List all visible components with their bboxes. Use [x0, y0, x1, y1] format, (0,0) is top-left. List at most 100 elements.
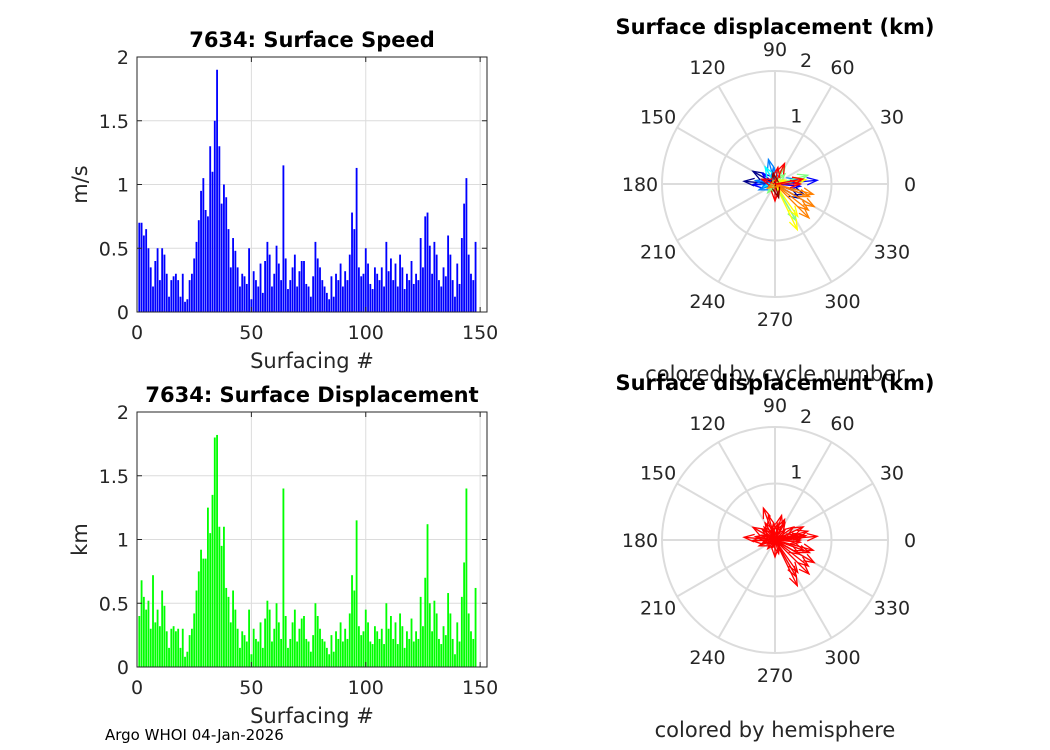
bar	[158, 280, 161, 312]
bar	[179, 296, 182, 312]
bar	[293, 609, 296, 667]
bar	[321, 638, 324, 667]
x-axis-label: Surfacing #	[250, 704, 374, 728]
bar	[348, 613, 351, 667]
bar	[433, 241, 436, 312]
bar	[252, 628, 255, 667]
bar	[261, 292, 264, 312]
bar	[433, 600, 436, 667]
bar	[444, 635, 447, 667]
arrow-head	[759, 534, 773, 543]
bar	[314, 241, 317, 312]
bar	[161, 590, 164, 667]
bar	[170, 628, 173, 667]
bar	[232, 238, 234, 312]
displacement-arrow	[774, 539, 809, 567]
bar	[330, 276, 333, 312]
bar	[168, 296, 170, 312]
bar	[250, 654, 253, 667]
bar	[360, 635, 363, 667]
bar	[406, 273, 408, 312]
bar	[401, 267, 404, 312]
bar	[300, 261, 303, 312]
bar	[410, 618, 413, 667]
chart-title: 7634: Surface Speed	[189, 28, 435, 52]
bar	[456, 263, 459, 312]
bar	[378, 638, 381, 667]
arrow-head	[789, 179, 803, 189]
bar	[424, 216, 427, 312]
bar	[261, 647, 264, 667]
bar	[186, 651, 189, 667]
bar	[472, 638, 475, 667]
bar	[390, 258, 392, 312]
bar	[190, 273, 193, 312]
bar	[442, 267, 445, 312]
y-tick-label: 0	[117, 657, 129, 679]
bar	[225, 197, 228, 312]
bar	[470, 631, 472, 667]
angle-label: 0	[904, 174, 916, 196]
bar	[337, 638, 340, 667]
bar	[337, 280, 340, 312]
arrow-head	[770, 171, 780, 184]
displacement-arrow	[774, 183, 810, 219]
bar	[177, 628, 180, 667]
bar	[362, 631, 365, 667]
bar	[177, 280, 180, 312]
bar	[236, 628, 239, 667]
bar	[463, 562, 466, 667]
bar	[323, 286, 326, 312]
bar	[227, 229, 230, 312]
bar	[307, 641, 310, 667]
bar	[319, 628, 321, 667]
bar	[289, 638, 292, 667]
arrow-head	[802, 543, 816, 552]
bar	[431, 273, 434, 312]
bar	[454, 296, 456, 312]
arrow-head	[766, 157, 776, 171]
bar	[195, 241, 198, 312]
displacement-arrow	[774, 534, 803, 541]
bar	[422, 626, 424, 667]
bar	[341, 286, 344, 312]
bar	[458, 641, 461, 667]
bar	[369, 283, 372, 312]
arrow-head	[791, 176, 805, 186]
polar-cycle-chart: 0 30 60 90 120 150 180 210 240 270 300 330 1 2 Surface…	[615, 15, 934, 386]
bar	[204, 210, 207, 312]
bar	[158, 626, 161, 667]
bar	[197, 571, 200, 667]
y-tick-label: 0	[117, 302, 129, 324]
arrow-head	[789, 536, 803, 546]
bar	[325, 647, 328, 667]
bar	[415, 273, 417, 312]
bar	[309, 296, 312, 312]
arrow-head	[788, 561, 799, 574]
bar	[325, 292, 328, 312]
bar	[280, 638, 283, 667]
polar-hemisphere-chart: 0 30 60 90 120 150 180 210 240 270 300 330 1 2 Surface…	[615, 371, 934, 742]
bar	[449, 613, 452, 667]
bar	[305, 283, 308, 312]
bar	[316, 616, 319, 667]
bar	[321, 280, 324, 312]
angle-label: 270	[757, 665, 793, 687]
x-tick-label: 50	[239, 322, 263, 344]
bar	[243, 276, 246, 312]
bar	[449, 254, 452, 312]
displacement-arrow	[761, 534, 776, 541]
bar	[399, 613, 401, 667]
bar	[293, 254, 296, 312]
arrow-head	[792, 526, 805, 536]
arrow-head	[757, 538, 771, 547]
bar	[229, 267, 232, 312]
x-tick-label: 150	[462, 322, 498, 344]
bar	[426, 524, 429, 667]
bar	[428, 603, 431, 667]
bar	[355, 520, 358, 667]
arrow-head	[797, 200, 810, 212]
bar	[298, 271, 301, 312]
bar	[376, 631, 379, 667]
bar	[346, 638, 349, 667]
